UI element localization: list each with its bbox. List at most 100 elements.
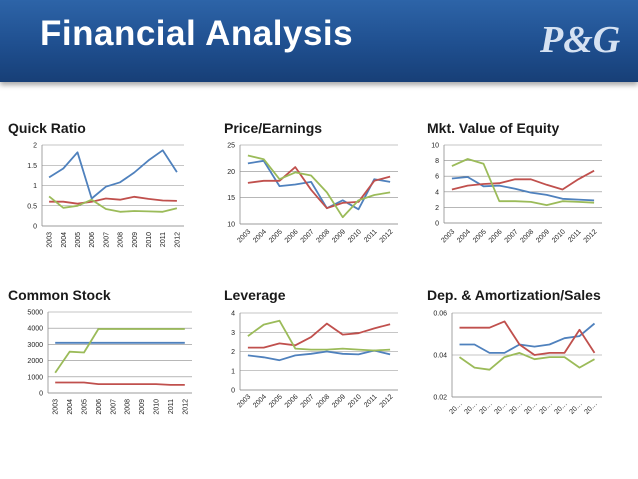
x-tick-label: 2009	[132, 232, 139, 248]
x-tick-label: 2009	[331, 228, 347, 244]
y-tick-label: 4	[231, 311, 235, 318]
x-tick-label: 2009	[535, 228, 551, 244]
x-tick-label: 2004	[252, 228, 268, 244]
y-tick-label: 0	[435, 221, 439, 228]
y-tick-label: 0	[33, 224, 37, 231]
x-tick-label: 2012	[182, 399, 189, 415]
x-tick-label: 2006	[488, 228, 504, 244]
y-tick-label: 4000	[27, 326, 43, 333]
x-tick-label: 2006	[284, 393, 300, 409]
x-tick-label: 2010	[551, 228, 567, 244]
y-tick-label: 2000	[27, 358, 43, 365]
series-line-red	[55, 381, 185, 386]
x-tick-label: 2011	[363, 393, 379, 409]
series-line-red	[49, 195, 177, 205]
y-tick-label: 0	[39, 391, 43, 398]
y-tick-label: 10	[227, 222, 235, 229]
y-tick-label: 20	[227, 169, 235, 176]
series-line-blue	[247, 349, 391, 362]
y-tick-label: 0	[231, 388, 235, 395]
y-tick-label: 1.5	[27, 163, 37, 170]
x-tick-label: 2011	[168, 399, 175, 414]
x-tick-label: 2011	[567, 228, 583, 244]
y-tick-label: 0.02	[433, 395, 447, 402]
x-tick-label: 2008	[519, 228, 535, 244]
series-line-red	[247, 166, 391, 210]
x-tick-label: 20…	[479, 400, 494, 415]
y-tick-label: 0.5	[27, 203, 37, 210]
series-line-red	[451, 169, 595, 191]
x-tick-label: 2004	[61, 232, 68, 248]
y-tick-label: 1	[231, 368, 235, 375]
y-tick-label: 6	[435, 174, 439, 181]
y-tick-label: 0.06	[433, 311, 447, 318]
x-tick-label: 2005	[268, 228, 284, 244]
x-tick-label: 2007	[504, 228, 520, 244]
x-tick-label: 2005	[268, 393, 284, 409]
chart-title: Leverage	[224, 287, 286, 303]
y-tick-label: 3	[231, 330, 235, 337]
x-tick-label: 2004	[67, 399, 74, 415]
x-tick-label: 2003	[440, 228, 456, 244]
series-line-red	[247, 322, 391, 349]
y-tick-label: 1	[33, 183, 37, 190]
y-tick-label: 15	[227, 195, 235, 202]
series-line-blue	[247, 159, 391, 211]
x-tick-label: 2012	[174, 232, 181, 248]
y-tick-label: 0.04	[433, 353, 447, 360]
series-line-blue	[459, 322, 596, 354]
y-tick-label: 25	[227, 143, 235, 150]
y-tick-label: 2	[33, 143, 37, 150]
x-tick-label: 20…	[449, 400, 464, 415]
x-tick-label: 2008	[315, 228, 331, 244]
y-tick-label: 4	[435, 189, 439, 196]
x-tick-label: 2003	[47, 232, 54, 248]
x-tick-label: 2003	[236, 228, 252, 244]
series-line-green	[247, 154, 391, 219]
x-tick-label: 2011	[160, 232, 167, 247]
series-line-green	[48, 195, 178, 213]
x-tick-label: 20…	[524, 400, 539, 415]
pg-logo: P&G	[540, 19, 621, 61]
series-line-green	[54, 328, 185, 374]
y-tick-label: 2	[435, 205, 439, 212]
x-tick-label: 2012	[379, 228, 395, 244]
x-tick-label: 2008	[118, 232, 125, 248]
x-tick-label: 20…	[494, 400, 509, 415]
x-tick-label: 2003	[236, 393, 252, 409]
chart-title: Mkt. Value of Equity	[427, 120, 559, 136]
x-tick-label: 20…	[584, 400, 599, 415]
x-tick-label: 2010	[347, 228, 363, 244]
x-tick-label: 20…	[509, 400, 524, 415]
x-tick-label: 2003	[53, 399, 60, 415]
x-tick-label: 20…	[464, 400, 479, 415]
x-tick-label: 2007	[110, 399, 117, 415]
x-tick-label: 2006	[284, 228, 300, 244]
x-tick-label: 2008	[125, 399, 132, 415]
x-tick-label: 2005	[75, 232, 82, 248]
x-tick-label: 2006	[96, 399, 103, 415]
x-tick-label: 20…	[554, 400, 569, 415]
y-tick-label: 5000	[27, 310, 43, 317]
x-tick-label: 2011	[363, 228, 379, 244]
series-line-green	[451, 158, 595, 207]
x-tick-label: 2006	[89, 232, 96, 248]
x-tick-label: 2009	[331, 393, 347, 409]
series-line-blue	[48, 149, 178, 200]
x-tick-label: 2005	[82, 399, 89, 415]
series-line-green	[458, 351, 595, 371]
page-title: Financial Analysis	[40, 14, 354, 53]
x-tick-label: 2012	[379, 393, 395, 409]
x-tick-label: 2005	[472, 228, 488, 244]
header-banner: Financial Analysis P&G	[0, 0, 638, 82]
chart-title: Price/Earnings	[224, 120, 322, 136]
x-tick-label: 2010	[146, 232, 153, 248]
x-tick-label: 2007	[103, 232, 110, 248]
series-line-red	[459, 320, 596, 356]
chart-title: Common Stock	[8, 287, 111, 303]
x-tick-label: 2009	[139, 399, 146, 415]
y-tick-label: 1000	[27, 374, 43, 381]
x-tick-label: 2004	[252, 393, 268, 409]
x-tick-label: 2004	[456, 228, 472, 244]
x-tick-label: 20…	[569, 400, 584, 415]
